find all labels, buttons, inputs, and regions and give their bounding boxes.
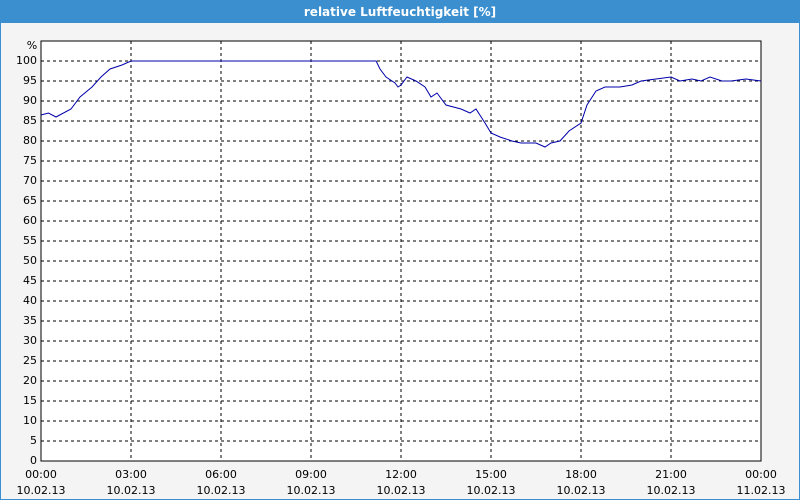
y-tick-label: 60 bbox=[23, 214, 37, 227]
y-tick-label: 25 bbox=[23, 354, 37, 367]
x-tick-label: 15:00 bbox=[475, 468, 507, 481]
y-tick-label: 85 bbox=[23, 114, 37, 127]
y-tick-label: 45 bbox=[23, 274, 37, 287]
x-tick-date: 10.02.13 bbox=[467, 484, 516, 497]
y-tick-label: 35 bbox=[23, 314, 37, 327]
x-tick-date: 10.02.13 bbox=[377, 484, 426, 497]
y-tick-label: 90 bbox=[23, 94, 37, 107]
y-tick-label: 75 bbox=[23, 154, 37, 167]
title-bar: relative Luftfeuchtigkeit [%] bbox=[1, 1, 799, 23]
y-tick-label: 15 bbox=[23, 394, 37, 407]
plot-frame bbox=[40, 40, 762, 462]
x-tick-date: 10.02.13 bbox=[647, 484, 696, 497]
y-tick-label: 50 bbox=[23, 254, 37, 267]
x-tick-label: 03:00 bbox=[115, 468, 147, 481]
y-tick-label: 65 bbox=[23, 194, 37, 207]
x-tick-date: 10.02.13 bbox=[17, 484, 66, 497]
y-tick-label: 55 bbox=[23, 234, 37, 247]
x-tick-label: 18:00 bbox=[565, 468, 597, 481]
y-tick-label: 40 bbox=[23, 294, 37, 307]
x-tick-date: 10.02.13 bbox=[287, 484, 336, 497]
y-tick-label: 5 bbox=[30, 434, 37, 447]
x-tick-date: 10.02.13 bbox=[107, 484, 156, 497]
y-axis-label: % bbox=[27, 39, 37, 52]
y-tick-label: 0 bbox=[30, 454, 37, 467]
y-tick-label: 20 bbox=[23, 374, 37, 387]
x-tick-date: 11.02.13 bbox=[737, 484, 786, 497]
y-tick-label: 30 bbox=[23, 334, 37, 347]
x-tick-label: 06:00 bbox=[205, 468, 237, 481]
y-tick-label: 10 bbox=[23, 414, 37, 427]
y-tick-label: 100 bbox=[16, 54, 37, 67]
x-tick-date: 10.02.13 bbox=[197, 484, 246, 497]
x-tick-date: 10.02.13 bbox=[557, 484, 606, 497]
x-tick-label: 09:00 bbox=[295, 468, 327, 481]
y-tick-label: 80 bbox=[23, 134, 37, 147]
data-line bbox=[40, 60, 762, 148]
y-tick-label: 95 bbox=[23, 74, 37, 87]
y-tick-label: 70 bbox=[23, 174, 37, 187]
x-tick-label: 21:00 bbox=[655, 468, 687, 481]
x-tick-label: 00:00 bbox=[25, 468, 57, 481]
x-tick-label: 12:00 bbox=[385, 468, 417, 481]
x-tick-label: 00:00 bbox=[745, 468, 777, 481]
